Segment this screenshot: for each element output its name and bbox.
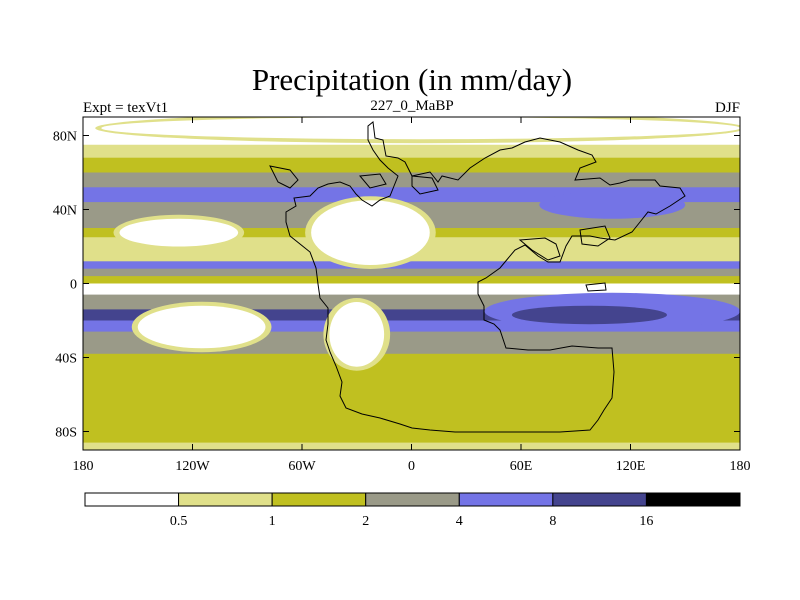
season-label: DJF: [715, 100, 740, 116]
x-axis: 180 120W 60W 0 60E 120E 180: [73, 117, 751, 474]
colorbar-label: 2: [362, 514, 369, 529]
colorbar-swatch: [458, 492, 554, 507]
zonal-band: [83, 309, 740, 322]
zonal-band: [83, 268, 740, 277]
northern-wet-band: [539, 191, 686, 219]
colorbar-swatch: [365, 492, 460, 507]
zonal-band: [83, 320, 740, 333]
y-axis: 80N 40N 0 40S 80S: [53, 130, 740, 441]
zonal-band: [83, 261, 740, 270]
colorbar: 0.5 1 2 4 8 16: [84, 492, 741, 529]
x-tick-label: 0: [408, 459, 415, 474]
y-tick-label: 40S: [55, 352, 77, 367]
zonal-band: [83, 283, 740, 296]
northern-pangea-desert: [311, 200, 430, 265]
x-tick-label: 60W: [288, 459, 316, 474]
tethys-core: [511, 305, 667, 325]
experiment-label: Expt = texVt1: [83, 100, 168, 116]
x-tick-label: 60E: [510, 459, 533, 474]
colorbar-swatch: [271, 492, 367, 507]
colorbar-swatch: [84, 492, 180, 507]
zonal-band: [83, 331, 740, 344]
x-tick-label: 180: [730, 459, 751, 474]
y-tick-label: 0: [70, 278, 77, 293]
northern-ocean-dry-zone: [119, 218, 239, 247]
zonal-band: [83, 427, 740, 444]
age-label: 227_0_MaBP: [370, 98, 453, 114]
zonal-band: [83, 376, 740, 405]
zonal-band: [83, 144, 740, 159]
zonal-band: [83, 403, 740, 429]
x-tick-label: 120W: [175, 459, 210, 474]
x-tick-label: 180: [73, 459, 94, 474]
colorbar-swatch: [178, 492, 273, 507]
eastern-ocean-dry-zone: [137, 305, 266, 349]
zonal-band: [83, 157, 740, 174]
y-tick-label: 40N: [53, 204, 77, 219]
chart-title: Precipitation (in mm/day): [252, 62, 572, 97]
colorbar-label: 1: [269, 514, 276, 529]
colorbar-swatch: [645, 492, 741, 507]
continent-outline: [269, 121, 686, 433]
southern-pangea-desert: [329, 302, 385, 367]
zonal-band: [83, 276, 740, 285]
precipitation-field: [83, 117, 740, 450]
y-tick-label: 80N: [53, 130, 77, 145]
zonal-band: [83, 353, 740, 377]
colorbar-label: 4: [456, 514, 463, 529]
colorbar-label: 16: [639, 514, 653, 529]
colorbar-label: 0.5: [170, 514, 188, 529]
y-tick-label: 80S: [55, 426, 77, 441]
x-tick-label: 120E: [616, 459, 646, 474]
colorbar-swatch: [552, 492, 647, 507]
colorbar-label: 8: [549, 514, 556, 529]
arctic-dry-cap: [101, 117, 740, 140]
zonal-band: [83, 342, 740, 355]
